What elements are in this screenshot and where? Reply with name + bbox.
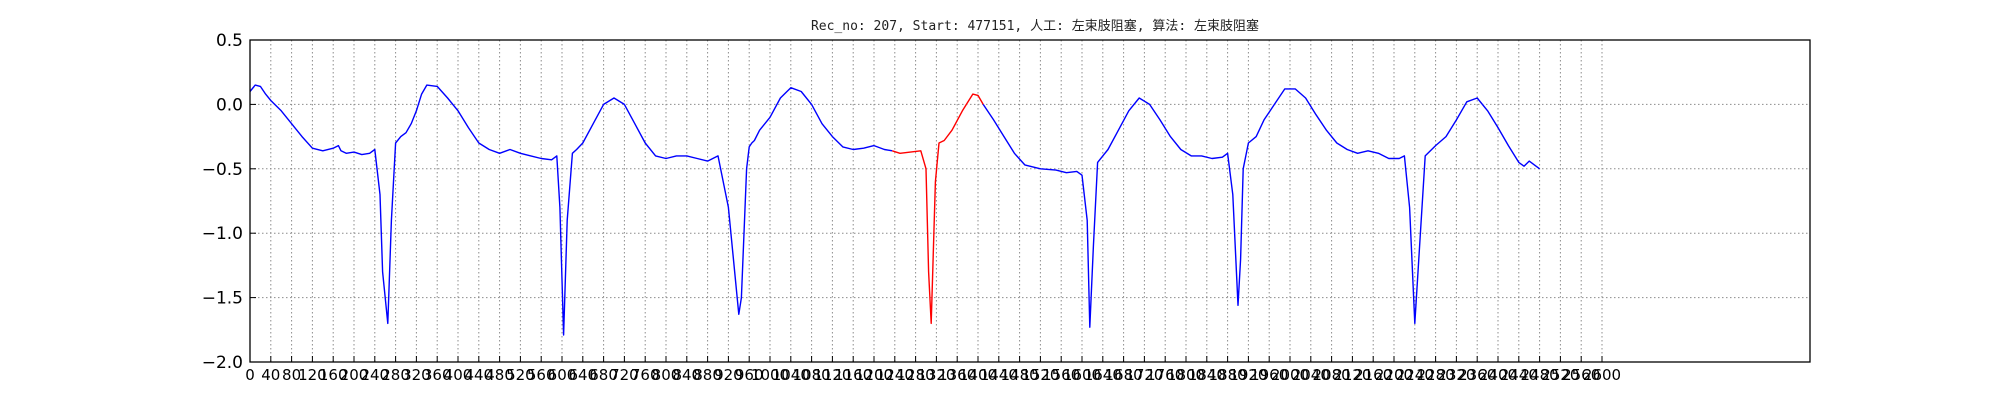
x-tick-label: 1240 (876, 366, 914, 384)
x-tick-label: 800 (652, 366, 681, 384)
x-tick-label: 1120 (813, 366, 851, 384)
x-tick-label: 520 (506, 366, 535, 384)
x-tick-label: 2080 (1313, 366, 1351, 384)
x-tick-label: 2520 (1541, 366, 1579, 384)
plot-frame (249, 39, 1811, 363)
x-tick-label: 360 (423, 366, 452, 384)
x-tick-label: 480 (485, 366, 514, 384)
y-tick-label: −0.5 (202, 160, 243, 180)
x-tick-label: 680 (589, 366, 618, 384)
x-tick-label: 1800 (1167, 366, 1205, 384)
x-tick-label: 600 (548, 366, 577, 384)
ecg-segment-2 (891, 93, 984, 325)
y-axis-ticks: −2.0 −1.5 −1.0 −0.5 0.0 0.5 (202, 31, 256, 373)
x-tick-label: 960 (735, 366, 764, 384)
ecg-series (249, 84, 1541, 336)
x-tick-label: 1320 (917, 366, 955, 384)
x-tick-label: 240 (360, 366, 389, 384)
x-tick-label: 1720 (1125, 366, 1163, 384)
x-tick-label: 320 (402, 366, 431, 384)
x-tick-label: 1000 (751, 366, 789, 384)
y-tick-label: −2.0 (202, 353, 243, 373)
x-tick-label: 1400 (959, 366, 997, 384)
x-tick-label: 840 (672, 366, 701, 384)
x-tick-label: 1960 (1250, 366, 1288, 384)
x-tick-label: 160 (319, 366, 348, 384)
x-tick-label: 2400 (1479, 366, 1517, 384)
x-tick-label: 1480 (1001, 366, 1039, 384)
y-tick-label: 0.5 (216, 31, 243, 51)
x-tick-label: 920 (714, 366, 743, 384)
x-tick-label: 2480 (1521, 366, 1559, 384)
x-tick-label: 880 (693, 366, 722, 384)
y-tick-label: 0.0 (216, 95, 243, 115)
grid-lines (249, 39, 1810, 363)
x-tick-label: 2600 (1583, 366, 1621, 384)
ecg-segment-3 (982, 88, 1541, 328)
x-tick-label: 2120 (1333, 366, 1371, 384)
x-tick-label: 1600 (1063, 366, 1101, 384)
x-tick-label: 760 (631, 366, 660, 384)
x-tick-label: 1840 (1188, 366, 1226, 384)
x-tick-label: 1640 (1084, 366, 1122, 384)
x-tick-label: 2560 (1562, 366, 1600, 384)
x-tick-label: 200 (340, 366, 369, 384)
y-tick-label: −1.5 (202, 289, 243, 309)
x-tick-label: 2160 (1354, 366, 1392, 384)
x-axis-ticks: 0 40 8012016020024028032036040044048052056… (245, 356, 1621, 384)
x-tick-label: 640 (568, 366, 597, 384)
x-tick-label: 400 (444, 366, 473, 384)
x-tick-label: 2200 (1375, 366, 1413, 384)
x-tick-label: 1280 (897, 366, 935, 384)
x-tick-label: 0 (245, 366, 255, 384)
x-tick-label: 1360 (938, 366, 976, 384)
x-tick-label: 1680 (1105, 366, 1143, 384)
x-tick-label: 720 (610, 366, 639, 384)
x-tick-label: 40 (261, 366, 280, 384)
x-tick-label: 280 (381, 366, 410, 384)
ecg-segment-1 (249, 84, 893, 336)
x-tick-label: 1040 (772, 366, 810, 384)
x-tick-label: 1160 (834, 366, 872, 384)
x-tick-label: 2360 (1458, 366, 1496, 384)
x-tick-label: 1760 (1146, 366, 1184, 384)
x-tick-label: 1520 (1021, 366, 1059, 384)
x-tick-label: 2320 (1437, 366, 1475, 384)
x-tick-label: 1080 (793, 366, 831, 384)
x-tick-label: 1440 (980, 366, 1018, 384)
y-tick-label: −1.0 (202, 224, 243, 244)
x-tick-label: 2240 (1396, 366, 1434, 384)
x-tick-label: 2000 (1271, 366, 1309, 384)
x-tick-label: 120 (298, 366, 327, 384)
x-tick-label: 2440 (1500, 366, 1538, 384)
x-tick-label: 1920 (1229, 366, 1267, 384)
x-tick-label: 560 (527, 366, 556, 384)
x-tick-label: 1560 (1042, 366, 1080, 384)
x-tick-label: 2040 (1292, 366, 1330, 384)
x-tick-label: 440 (464, 366, 493, 384)
x-tick-label: 2280 (1417, 366, 1455, 384)
x-tick-label: 1880 (1209, 366, 1247, 384)
chart-title: Rec_no: 207, Start: 477151, 人工: 左束肢阻塞, 算… (811, 18, 1259, 34)
x-tick-label: 80 (282, 366, 301, 384)
x-tick-label: 1200 (855, 366, 893, 384)
